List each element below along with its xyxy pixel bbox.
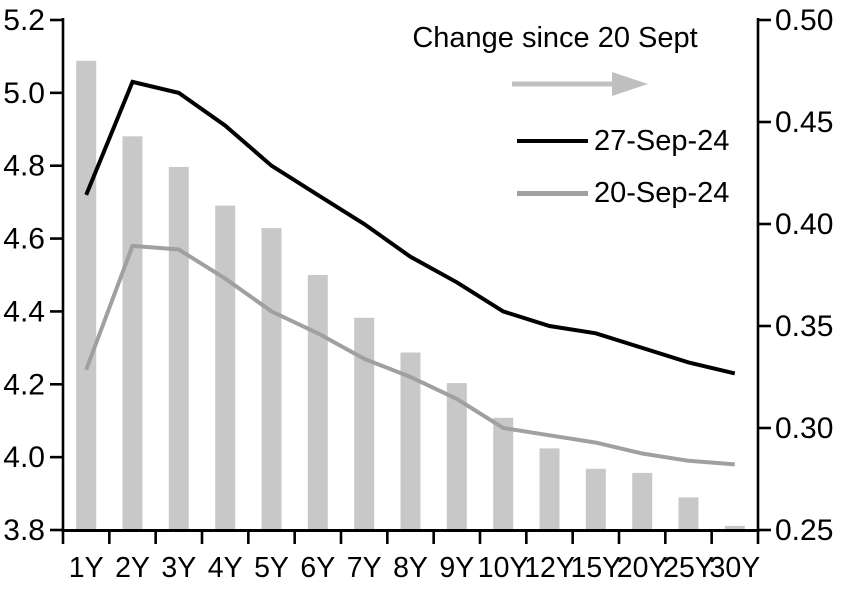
x-axis-label-9Y: 9Y [439, 552, 474, 584]
bar-12Y [539, 448, 560, 530]
x-axis-label-7Y: 7Y [347, 552, 382, 584]
bars-change-since-20-sept [76, 60, 745, 531]
bar-3Y [168, 166, 189, 530]
left-axis-tick-label: 4.2 [3, 368, 45, 401]
bar-8Y [400, 352, 421, 530]
line-20-sep-24 [84, 243, 735, 467]
x-axis-label-4Y: 4Y [208, 552, 243, 584]
x-axis-label-5Y: 5Y [254, 552, 289, 584]
x-axis-label-8Y: 8Y [393, 552, 428, 584]
bar-4Y [215, 205, 236, 530]
right-axis-tick-label: 0.25 [775, 514, 833, 547]
x-axis-label-20Y: 20Y [617, 552, 668, 584]
x-axis-label-25Y: 25Y [663, 552, 714, 584]
right-axis-tick-label: 0.40 [775, 208, 833, 241]
x-axis-label-1Y: 1Y [69, 552, 104, 584]
bar-30Y [724, 525, 745, 530]
bar-9Y [446, 383, 467, 530]
line-27-sep-24 [84, 79, 736, 376]
bar-20Y [632, 472, 653, 530]
bar-1Y [76, 60, 97, 531]
x-axis-label-2Y: 2Y [115, 552, 150, 584]
x-axis-label-10Y: 10Y [478, 552, 529, 584]
left-axis-tick-label: 4.6 [3, 223, 45, 256]
bar-10Y [493, 417, 514, 530]
right-axis-tick-label: 0.35 [775, 310, 833, 343]
bar-7Y [354, 317, 375, 530]
bar-5Y [261, 228, 282, 530]
bar-6Y [307, 275, 328, 530]
left-axis-tick-label: 5.2 [3, 4, 45, 37]
left-axis-tick-label: 4.8 [3, 150, 45, 183]
bar-25Y [678, 497, 699, 530]
right-axis-tick-label: 0.30 [775, 412, 833, 445]
right-axis-tick-label: 0.45 [775, 106, 833, 139]
right-axis-tick-label: 0.50 [775, 4, 833, 37]
x-axis-label-30Y: 30Y [709, 552, 760, 584]
bar-15Y [585, 468, 606, 530]
x-axis-label-3Y: 3Y [161, 552, 196, 584]
x-axis-label-15Y: 15Y [570, 552, 621, 584]
bar-2Y [122, 136, 143, 531]
x-axis-label-6Y: 6Y [300, 552, 335, 584]
left-axis-tick-label: 4.0 [3, 441, 45, 474]
left-axis-tick-label: 5.0 [3, 77, 45, 110]
left-axis-tick-label: 4.4 [3, 295, 45, 328]
x-axis-label-12Y: 12Y [524, 552, 575, 584]
left-axis-tick-label: 3.8 [3, 514, 45, 547]
